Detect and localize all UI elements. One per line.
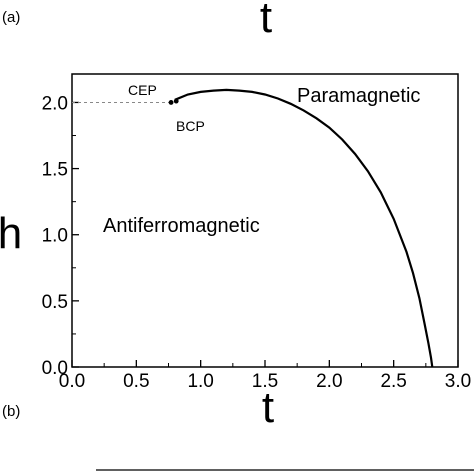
region-label-paramagnetic: Paramagnetic [297, 85, 420, 107]
x-tick-label: 2.5 [380, 371, 406, 392]
point-label-cep: CEP [128, 82, 157, 98]
point-group [168, 98, 179, 105]
y-tick-label: 2.0 [42, 93, 68, 114]
y-tick-label: 1.5 [42, 160, 68, 181]
top-axis-letter: t [260, 0, 272, 42]
x-tick-label: 1.0 [187, 371, 213, 392]
x-axis-label: t [262, 383, 274, 432]
tick-group: 0.0 0.5 1.0 1.5 2.0 2.5 3.0 0.0 0.5 1.0 1.5 2.0 [42, 93, 472, 392]
phase-boundary-line [174, 88, 434, 368]
y-axis-label: h [0, 209, 22, 258]
y-tick-label: 0.5 [42, 292, 68, 313]
x-tick-label: 3.0 [445, 371, 471, 392]
panel-a-label: (a) [2, 9, 20, 26]
x-tick-label: 0.5 [123, 371, 149, 392]
x-tick-label: 0.0 [59, 371, 85, 392]
region-label-antiferromagnetic: Antiferromagnetic [103, 215, 260, 237]
x-tick-label: 2.0 [316, 371, 342, 392]
panel-b-label: (b) [2, 403, 20, 420]
y-tick-label: 1.0 [42, 226, 68, 247]
series-group [72, 88, 434, 368]
y-tick-label: 0.0 [42, 358, 68, 379]
x-tick-label: 1.5 [252, 371, 278, 392]
point-label-bcp: BCP [176, 118, 205, 134]
point-marker-cep [168, 100, 174, 105]
point-marker-bcp [173, 98, 179, 104]
